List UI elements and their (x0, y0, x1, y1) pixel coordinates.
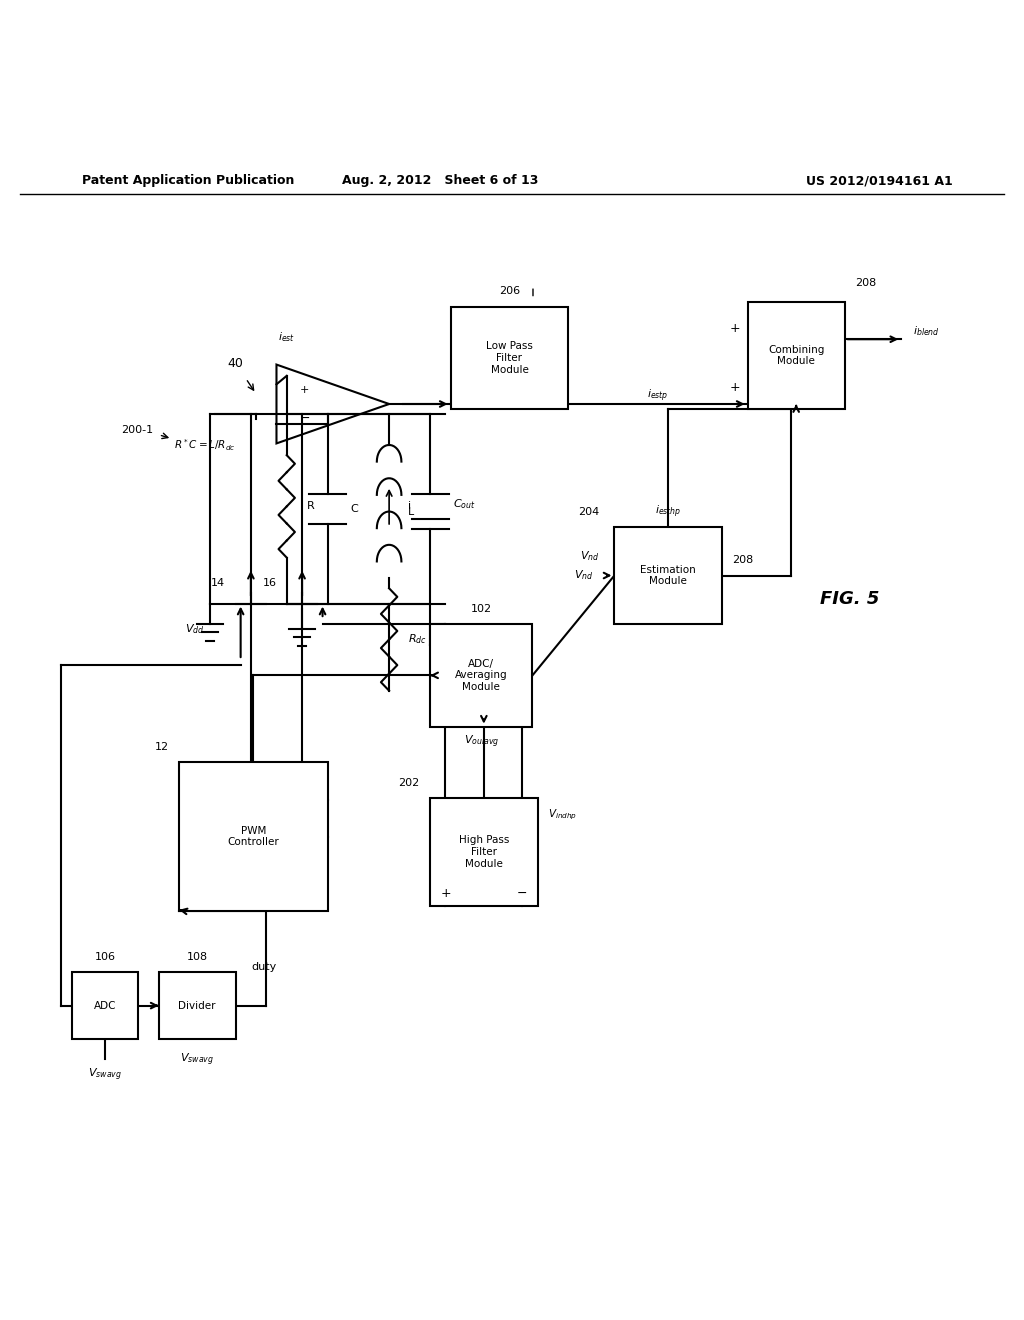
Text: ADC: ADC (94, 1001, 116, 1011)
Text: ADC/
Averaging
Module: ADC/ Averaging Module (455, 659, 508, 692)
Text: +: + (730, 381, 740, 395)
Text: −: − (299, 412, 310, 425)
Text: $V_{dd}$: $V_{dd}$ (184, 623, 205, 636)
Text: Combining
Module: Combining Module (768, 345, 824, 366)
Text: $V_{indhp}$: $V_{indhp}$ (548, 807, 578, 821)
Text: duty: duty (251, 962, 276, 973)
Bar (430, 624, 532, 726)
Text: $C_{out}$: $C_{out}$ (453, 496, 475, 511)
Text: $R_{dc}$: $R_{dc}$ (408, 632, 426, 647)
Text: 102: 102 (471, 603, 492, 614)
Text: Patent Application Publication: Patent Application Publication (82, 174, 294, 187)
Text: FIG. 5: FIG. 5 (820, 590, 880, 607)
Text: 16: 16 (262, 578, 276, 589)
Text: +: + (441, 887, 452, 900)
Bar (179, 763, 328, 911)
Text: +: + (300, 385, 309, 395)
Text: 14: 14 (211, 578, 225, 589)
Text: Aug. 2, 2012   Sheet 6 of 13: Aug. 2, 2012 Sheet 6 of 13 (342, 174, 539, 187)
Text: $i_{blend}$: $i_{blend}$ (913, 325, 940, 338)
Text: US 2012/0194161 A1: US 2012/0194161 A1 (806, 174, 952, 187)
Text: PWM
Controller: PWM Controller (227, 826, 280, 847)
Text: $i_{esthp}$: $i_{esthp}$ (655, 503, 681, 520)
Bar (748, 301, 845, 409)
Text: R: R (307, 502, 315, 511)
Text: 40: 40 (227, 356, 244, 370)
Text: Low Pass
Filter
Module: Low Pass Filter Module (486, 342, 532, 375)
Text: 202: 202 (398, 777, 420, 788)
Bar (614, 527, 722, 624)
Text: L: L (408, 507, 414, 516)
Text: 204: 204 (578, 507, 599, 516)
Text: Estimation
Module: Estimation Module (640, 565, 696, 586)
Text: $i_{est}$: $i_{est}$ (279, 330, 295, 345)
Bar (451, 306, 568, 409)
Text: $V_{nd}$: $V_{nd}$ (580, 549, 599, 562)
Bar (430, 799, 538, 906)
Text: $R^*C=L/R_{dc}$: $R^*C=L/R_{dc}$ (174, 437, 236, 453)
Text: $i_{estp}$: $i_{estp}$ (647, 388, 669, 404)
Text: High Pass
Filter
Module: High Pass Filter Module (459, 836, 509, 869)
Text: $V_{swavg}$: $V_{swavg}$ (88, 1067, 122, 1082)
Text: +: + (730, 322, 740, 335)
Text: $V_{swavg}$: $V_{swavg}$ (180, 1051, 214, 1068)
Text: 208: 208 (732, 556, 754, 565)
Text: 12: 12 (155, 742, 169, 752)
Text: 200-1: 200-1 (122, 425, 154, 434)
Text: −: − (516, 887, 526, 900)
Bar (159, 973, 236, 1039)
Text: $V_{nd}$: $V_{nd}$ (574, 569, 594, 582)
Text: 108: 108 (186, 952, 208, 962)
Text: 106: 106 (94, 952, 116, 962)
Text: 208: 208 (855, 279, 877, 288)
Text: C: C (350, 504, 358, 513)
Text: $V_{oulavg}$: $V_{oulavg}$ (464, 734, 499, 750)
Text: 206: 206 (499, 286, 520, 297)
Text: Divider: Divider (178, 1001, 216, 1011)
Bar (72, 973, 138, 1039)
Text: i: i (408, 502, 411, 511)
